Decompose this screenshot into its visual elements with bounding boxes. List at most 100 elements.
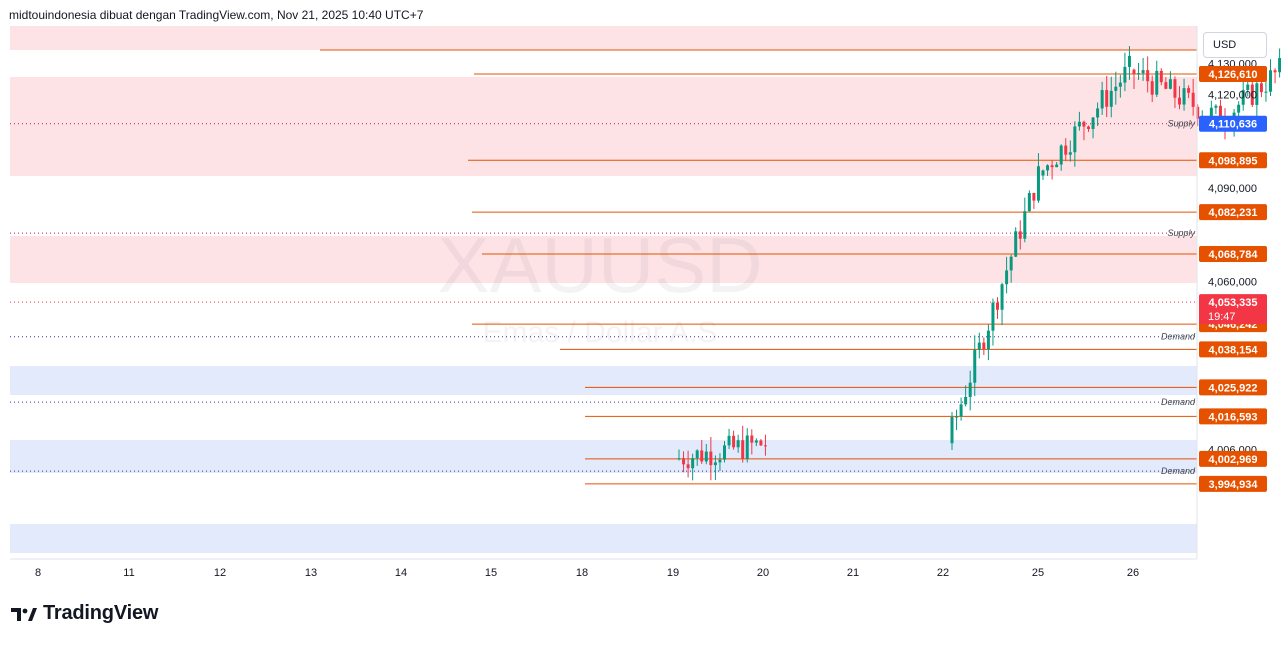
candle-body — [1082, 121, 1086, 127]
candle-body — [682, 458, 686, 465]
candle-body — [977, 342, 981, 350]
candle-body — [704, 451, 708, 462]
level-price-box — [1199, 66, 1267, 82]
candle-body — [1209, 107, 1213, 117]
candle-body — [1241, 89, 1245, 105]
candle-body — [1141, 70, 1145, 74]
demand-zone — [10, 366, 1197, 395]
candle-body — [1159, 70, 1163, 83]
tradingview-brand: TradingView — [11, 602, 158, 625]
candle-body — [1018, 231, 1022, 239]
level-price-label: 3,994,934 — [1209, 479, 1259, 491]
candle-body — [1196, 106, 1200, 119]
candle-body — [968, 382, 972, 398]
time-axis[interactable]: 8 11 12 13 14 15 18 19 20 21 22 25 26 — [35, 567, 1139, 579]
watermark-layer: XAUUSD Emas / Dollar A.S — [437, 221, 762, 349]
candle-body — [727, 435, 731, 446]
candle-body — [754, 440, 758, 443]
candle-body — [1155, 70, 1159, 95]
candle-body — [736, 440, 740, 448]
candle-body — [1269, 70, 1272, 92]
demand-zone — [10, 440, 1197, 473]
supply-zone — [10, 236, 1197, 283]
time-tick-label: 13 — [305, 567, 317, 579]
supply-zone-label: Supply — [1167, 119, 1195, 129]
price-tick-label: 4,120,000 — [1208, 90, 1257, 102]
candle-body — [700, 450, 704, 462]
supply-zone-label: Supply — [1167, 228, 1195, 238]
level-price-box — [1199, 475, 1267, 492]
candle-body — [713, 462, 717, 466]
candle-body — [1100, 90, 1104, 109]
candle-body — [1137, 73, 1141, 75]
candle-body — [986, 330, 990, 350]
level-price-label: 4,082,231 — [1209, 207, 1258, 219]
time-tick-label: 22 — [937, 567, 949, 579]
time-tick-label: 14 — [395, 567, 407, 579]
current-price-label: 4,053,335 — [1209, 297, 1258, 309]
marker-price-box — [1199, 115, 1267, 132]
candle-body — [1032, 193, 1036, 201]
candle-body — [763, 445, 767, 447]
candle-body — [1178, 97, 1181, 105]
time-tick-label: 26 — [1127, 567, 1139, 579]
candle-body — [1068, 152, 1072, 155]
chart-header: midtouindonesia dibuat dengan TradingVie… — [9, 8, 424, 22]
candle-body — [695, 450, 699, 459]
candle-body — [677, 458, 681, 460]
candle-body — [1150, 81, 1154, 95]
level-price-label: 4,068,784 — [1209, 249, 1259, 261]
candle-body — [741, 440, 745, 459]
price-labels-layer: 4,126,6104,098,8954,082,2314,068,7844,04… — [1199, 66, 1267, 492]
time-tick-label: 19 — [667, 567, 679, 579]
candle-body — [1191, 92, 1195, 107]
candle-body — [1091, 117, 1095, 129]
level-price-label: 4,126,610 — [1209, 69, 1258, 81]
candle-body — [1187, 88, 1191, 93]
candle-body — [686, 464, 690, 469]
currency-selector[interactable]: USD — [1203, 32, 1267, 58]
candle-body — [1087, 126, 1090, 129]
level-price-box — [1199, 408, 1267, 425]
level-price-label: 4,016,593 — [1209, 411, 1258, 423]
candle-body — [1109, 90, 1113, 107]
marker-price-label: 4,110,636 — [1209, 119, 1257, 131]
level-price-label: 4,038,154 — [1209, 344, 1259, 356]
demand-zone — [10, 524, 1197, 553]
candle-body — [950, 417, 954, 444]
candle-body — [718, 459, 722, 463]
candle-body — [1250, 84, 1254, 105]
level-price-box — [1199, 379, 1267, 396]
candle-body — [1027, 193, 1031, 212]
candle-body — [1127, 55, 1131, 67]
price-tick-label: 4,090,000 — [1208, 183, 1257, 195]
watermark-symbol: XAUUSD — [437, 221, 762, 309]
candle-body — [1132, 69, 1136, 74]
level-price-box — [1199, 152, 1267, 169]
candle-body — [723, 445, 726, 460]
candle-body — [1164, 82, 1168, 89]
countdown-label: 19:47 — [1208, 311, 1236, 323]
candle-body — [1014, 231, 1018, 257]
candle-body — [709, 451, 713, 466]
candle-body — [959, 404, 963, 417]
candle-body — [1246, 84, 1250, 90]
candle-body — [1259, 83, 1263, 93]
zones-layer: Supply Supply Demand Demand Demand — [10, 26, 1197, 553]
time-tick-label: 11 — [123, 567, 134, 579]
candle-body — [1146, 70, 1150, 82]
candle-body — [1255, 83, 1259, 105]
candle-body — [1023, 211, 1027, 239]
candle-body — [1050, 165, 1054, 168]
candle-body — [991, 302, 995, 331]
candle-body — [1059, 145, 1063, 165]
candle-body — [1000, 284, 1004, 310]
level-price-box — [1199, 341, 1267, 358]
candle-body — [1005, 270, 1009, 285]
levels-layer — [10, 49, 1197, 485]
candle-body — [750, 435, 754, 443]
candle-body — [1168, 79, 1172, 89]
candle-body — [1214, 105, 1218, 108]
candle-body — [1123, 66, 1127, 83]
